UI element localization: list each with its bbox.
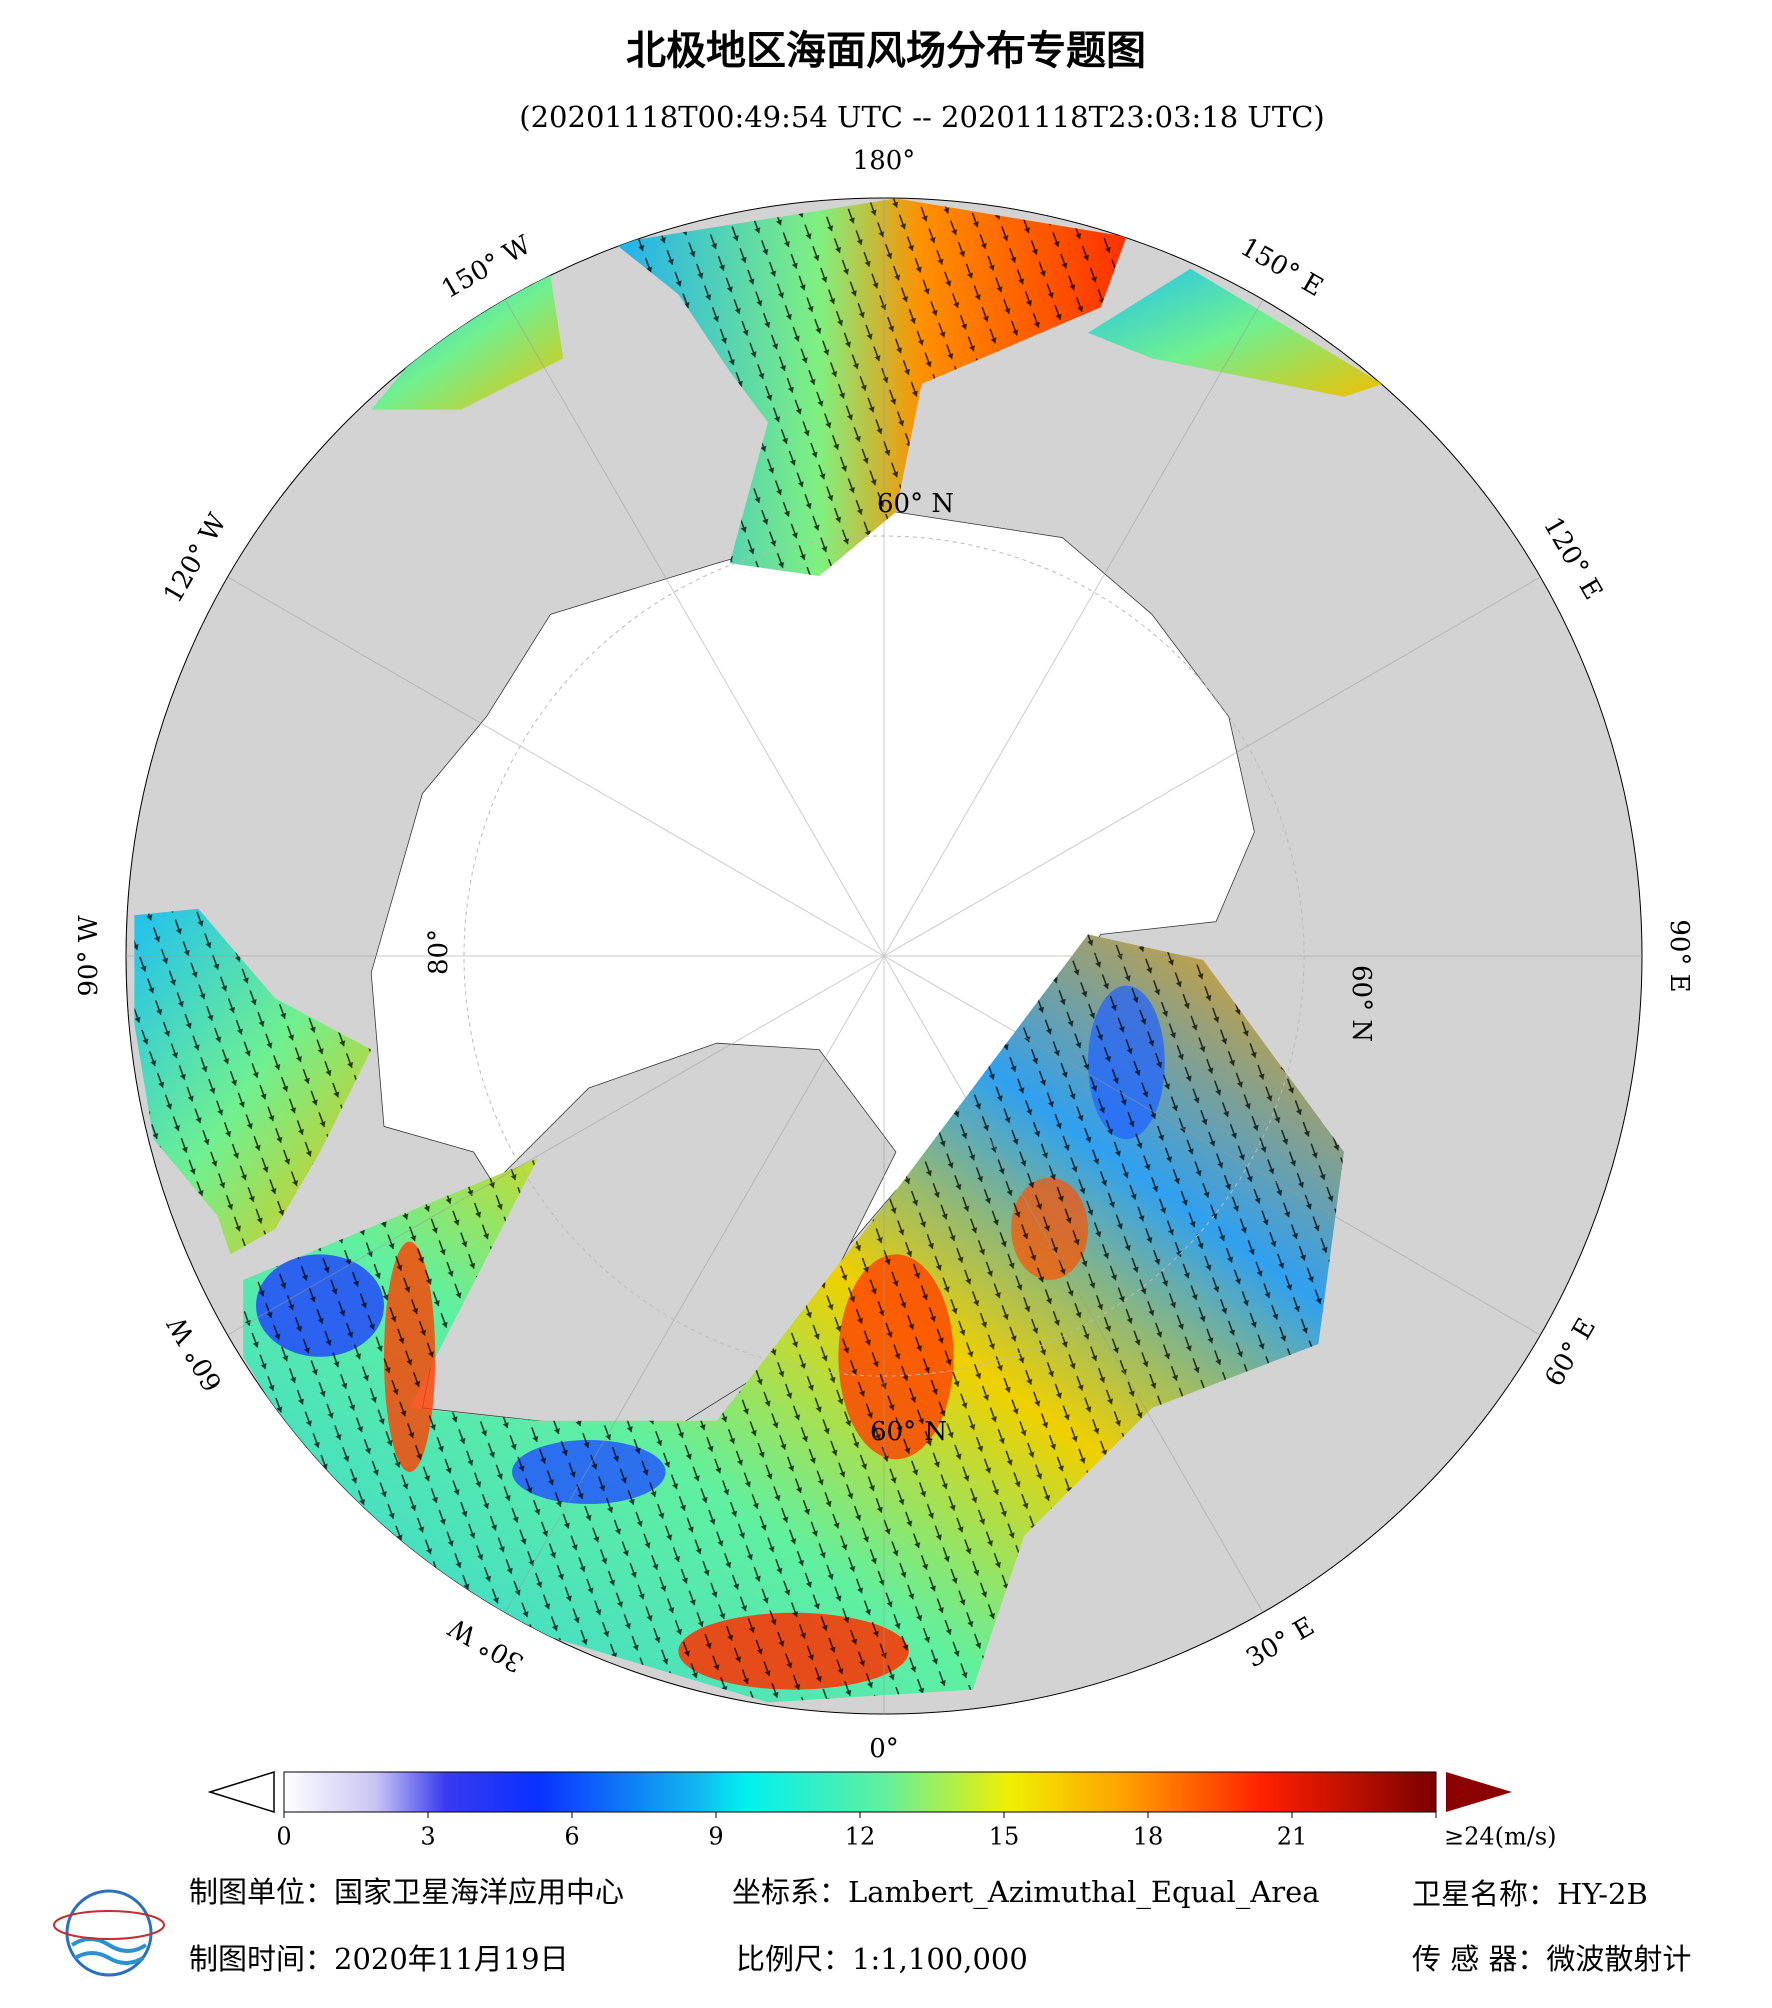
- colorbar-tick-label: 3: [420, 1823, 435, 1851]
- longitude-label: 90° E: [1664, 919, 1694, 992]
- longitude-label: 0°: [869, 1734, 899, 1764]
- map-title: 北极地区海面风场分布专题图: [626, 27, 1146, 74]
- meridian: [883, 955, 1264, 1613]
- colorbar-tick-label: ≥24(m/s): [1444, 1823, 1557, 1851]
- colorbar-tick-label: 6: [564, 1823, 579, 1851]
- footer: 制图单位：国家卫星海洋应用中心 坐标系：Lambert_Azimuthal_Eq…: [53, 1875, 1691, 1977]
- longitude-label: 30° E: [1241, 1611, 1320, 1674]
- colorbar-tick-label: 21: [1277, 1823, 1308, 1851]
- longitude-label: 90° W: [74, 915, 104, 996]
- longitude-label: 60° W: [162, 1311, 229, 1396]
- latitude-label: 60° N: [877, 489, 954, 519]
- inner-latitude-label: 80°: [424, 929, 454, 975]
- meridian: [504, 955, 885, 1613]
- wind-vectors: [134, 908, 372, 1255]
- logo: [53, 1889, 165, 1977]
- footer-date: 制图时间：2020年11月19日: [189, 1942, 569, 1976]
- footer-sensor: 传 感 器：微波散射计: [1412, 1942, 1691, 1976]
- meridian: [227, 576, 885, 957]
- meridian: [883, 955, 1541, 1336]
- colorbar-tick-label: 12: [845, 1823, 876, 1851]
- meridian: [504, 299, 885, 957]
- longitude-label: 30° W: [444, 1611, 529, 1678]
- colorbar: 0 3 6 9 12 15 18 21 ≥24(m/s): [207, 1770, 1557, 1851]
- meridian: [883, 576, 1541, 957]
- latitude-circle: [463, 535, 1305, 1377]
- colorbar-tick-label: 15: [989, 1823, 1020, 1851]
- wind-siberia: [1088, 268, 1383, 397]
- colorbar-low-arrow: [207, 1770, 275, 1814]
- colorbar-tick-label: 18: [1133, 1823, 1164, 1851]
- colorbar-tick-label: 0: [276, 1823, 291, 1851]
- latitude-label: 60° N: [870, 1417, 947, 1447]
- footer-coordinate-system: 坐标系：Lambert_Azimuthal_Equal_Area: [732, 1875, 1320, 1910]
- meridian: [227, 955, 885, 1336]
- polar-map: 60° N 60° N 60° N 80° 0° 30° E 60° E 90° E 1…: [74, 146, 1694, 1764]
- latitude-label: 60° N: [1346, 965, 1376, 1042]
- meridian: [883, 299, 1264, 957]
- longitude-label: 180°: [853, 146, 916, 176]
- footer-unit: 制图单位：国家卫星海洋应用中心: [189, 1875, 624, 1909]
- footer-satellite: 卫星名称：HY-2B: [1412, 1877, 1648, 1911]
- footer-scale: 比例尺：1:1,100,000: [736, 1942, 1028, 1976]
- longitude-label: 60° E: [1539, 1313, 1602, 1392]
- wind-vectors: [614, 198, 1127, 576]
- wind-alaska: [371, 275, 564, 410]
- wind-vectors: [243, 934, 1345, 1703]
- colorbar-high-arrow: [1446, 1772, 1512, 1812]
- colorbar-bar: [283, 1771, 1437, 1813]
- map-subtitle: (20201118T00:49:54 UTC -- 20201118T23:03…: [519, 100, 1324, 134]
- colorbar-tick-label: 9: [708, 1823, 723, 1851]
